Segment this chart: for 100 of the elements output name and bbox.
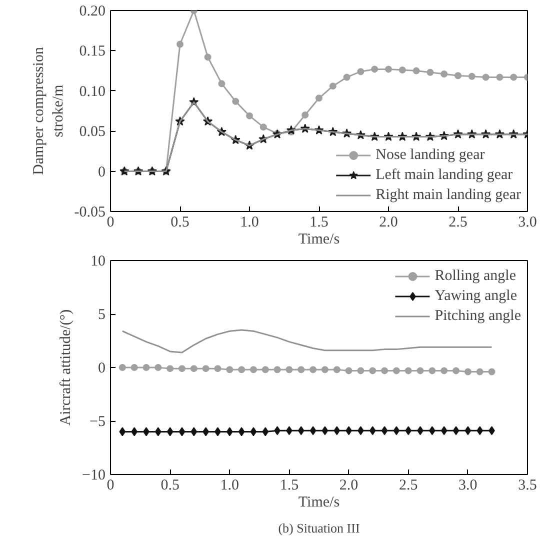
- x-axis-title: Time/s: [298, 494, 340, 510]
- point: [238, 427, 245, 436]
- x-tick-label: 2.5: [448, 214, 468, 230]
- point: [316, 94, 322, 102]
- y-tick-label: 0.20: [79, 4, 106, 20]
- point: [393, 426, 400, 436]
- point: [381, 426, 388, 436]
- point: [274, 366, 281, 374]
- point: [345, 367, 352, 374]
- point: [404, 367, 412, 374]
- point: [310, 426, 316, 436]
- point: [454, 72, 462, 80]
- point: [369, 367, 376, 374]
- x-tick-label: 1.0: [220, 478, 240, 494]
- legend-label: Pitching angle: [434, 308, 521, 324]
- line-series: [122, 329, 493, 354]
- point: [381, 367, 388, 374]
- point: [428, 367, 436, 374]
- x-tick-label: 2.0: [339, 478, 358, 494]
- point: [178, 365, 186, 372]
- point: [176, 40, 184, 48]
- point: [464, 426, 472, 436]
- legend-label: Right main landing gear: [376, 186, 521, 204]
- point: [426, 68, 434, 76]
- point: [260, 124, 267, 131]
- y-axis-title: Aircraft attitude/(°): [58, 309, 74, 426]
- y-tick-label: 0.10: [79, 84, 106, 100]
- point: [204, 54, 212, 61]
- legend-label: Yawing angle: [434, 288, 517, 304]
- x-tick-label: 3.0: [458, 478, 478, 494]
- point: [343, 74, 350, 81]
- x-tick-label: 0.5: [170, 214, 190, 230]
- point: [452, 426, 460, 436]
- point: [154, 364, 162, 371]
- point: [119, 427, 126, 436]
- point: [440, 426, 448, 436]
- point: [166, 427, 174, 436]
- point: [476, 368, 484, 376]
- point: [464, 368, 472, 376]
- x-tick-label: 1.5: [310, 214, 328, 230]
- y-tick-label: 0.15: [79, 44, 106, 60]
- point: [218, 80, 226, 88]
- y-axis-title: Damper compression stroke/m: [31, 46, 66, 175]
- y-tick-label: -0.05: [74, 204, 106, 220]
- point: [412, 67, 420, 74]
- point: [286, 366, 293, 374]
- point: [385, 66, 392, 73]
- point: [302, 112, 309, 119]
- point: [482, 74, 490, 81]
- y-tick-label: 0.05: [79, 124, 106, 140]
- y-tick-label: 5: [98, 307, 106, 323]
- legend-label: Rolling angle: [434, 268, 516, 284]
- x-tick-label: 2.5: [398, 478, 418, 494]
- point: [416, 367, 424, 374]
- y-tick-label: 0: [98, 164, 106, 180]
- point: [298, 426, 304, 436]
- point: [371, 66, 378, 73]
- point: [452, 367, 460, 374]
- x-tick-label: 3.0: [518, 214, 537, 230]
- point: [392, 367, 400, 374]
- point: [510, 74, 518, 81]
- point: [333, 366, 340, 374]
- point: [118, 364, 126, 371]
- point: [440, 367, 448, 374]
- point: [334, 426, 340, 436]
- point: [357, 367, 364, 374]
- point: [178, 427, 186, 436]
- point: [214, 365, 222, 372]
- point: [226, 427, 233, 436]
- point: [202, 365, 210, 372]
- point: [190, 427, 198, 436]
- legend-label: Left main landing gear: [376, 166, 513, 184]
- point: [310, 366, 317, 374]
- point: [246, 112, 253, 120]
- point: [238, 366, 246, 374]
- point: [369, 426, 376, 436]
- point: [496, 74, 504, 81]
- point: [262, 427, 269, 436]
- point: [440, 70, 448, 78]
- y-tick-label: 10: [90, 254, 106, 270]
- point: [166, 365, 174, 372]
- point: [488, 368, 496, 376]
- x-tick-label: 1.5: [280, 478, 299, 494]
- point: [142, 364, 150, 371]
- point: [329, 82, 336, 90]
- point: [398, 66, 406, 74]
- point: [298, 366, 305, 374]
- point: [226, 366, 234, 374]
- x-tick-label: 3.5: [518, 478, 537, 494]
- legend-label: Nose landing gear: [376, 146, 485, 164]
- point: [154, 427, 162, 436]
- point: [321, 366, 328, 374]
- point: [130, 364, 138, 371]
- point: [250, 366, 257, 374]
- x-axis-title: Time/s: [298, 232, 340, 248]
- point: [262, 366, 269, 374]
- point: [357, 68, 364, 76]
- point: [405, 426, 412, 436]
- point: [250, 427, 257, 436]
- point: [322, 426, 328, 436]
